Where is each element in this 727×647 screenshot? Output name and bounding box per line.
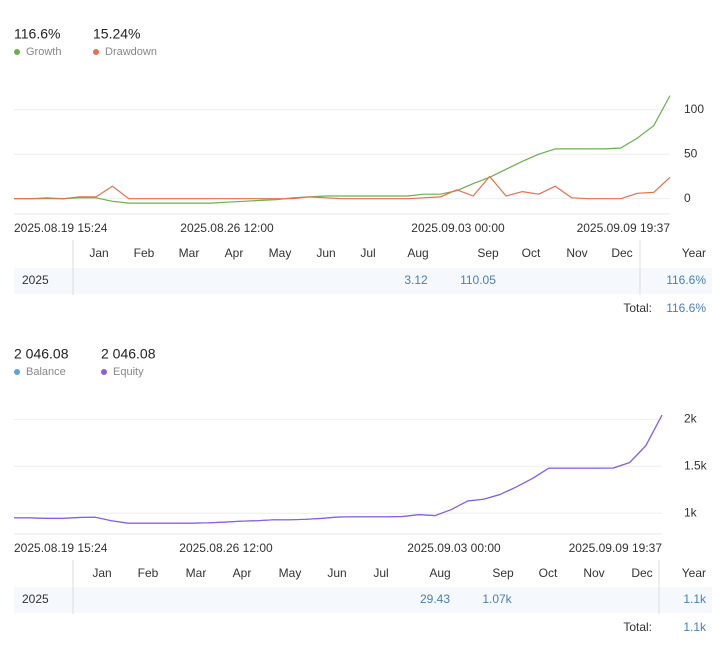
table-header: Mar (186, 566, 207, 580)
total-label: Total: (623, 620, 652, 634)
legend-label: Balance (26, 366, 66, 378)
x-tick-label: 2025.08.19 15:24 (14, 541, 108, 555)
series-line (14, 414, 663, 524)
table-header: Jun (316, 246, 335, 260)
table-header: Sep (477, 246, 499, 260)
table-value: 29.43 (420, 592, 450, 606)
table-year: 2025 (22, 592, 49, 606)
table-header: Nov (583, 566, 604, 580)
table-row-bg (14, 268, 712, 294)
table-year-total: 1.1k (683, 592, 707, 606)
table-header: Jul (373, 566, 388, 580)
table-value: 1.07k (482, 592, 512, 606)
legend-label: Drawdown (105, 46, 157, 58)
table-header: Jan (89, 246, 108, 260)
summary-value: 2 046.08 (101, 346, 156, 362)
summary-value: 15.24% (93, 26, 140, 42)
table-header: Dec (611, 246, 632, 260)
table-header: Jul (360, 246, 375, 260)
x-tick-label: 2025.09.09 19:37 (569, 541, 663, 555)
total-label: Total: (623, 301, 652, 315)
table-value: 3.12 (404, 273, 428, 287)
table-header: Aug (407, 246, 428, 260)
x-tick-label: 2025.08.26 12:00 (179, 541, 273, 555)
table-header: Feb (134, 246, 155, 260)
summary-value: 2 046.08 (14, 346, 69, 362)
table-year: 2025 (22, 273, 49, 287)
table-header: May (269, 246, 292, 260)
table-header: Year (682, 566, 706, 580)
series-line (14, 175, 671, 200)
legend-dot (101, 369, 107, 375)
x-tick-label: 2025.09.03 00:00 (411, 221, 505, 235)
table-header: Mar (179, 246, 200, 260)
table-header: Feb (138, 566, 159, 580)
table-header: Dec (631, 566, 652, 580)
legend-dot (14, 369, 20, 375)
legend-label: Growth (26, 46, 61, 58)
y-tick-label: 100 (684, 102, 704, 116)
table-value: 110.05 (460, 273, 496, 287)
table-header: Apr (233, 566, 252, 580)
x-tick-label: 2025.08.19 15:24 (14, 221, 108, 235)
table-header: Oct (522, 246, 541, 260)
table-row-bg (14, 587, 712, 613)
table-header: Oct (539, 566, 558, 580)
table-header: Year (682, 246, 706, 260)
x-tick-label: 2025.08.26 12:00 (180, 221, 274, 235)
table-header: Jun (327, 566, 346, 580)
total-value: 116.6% (666, 301, 706, 315)
y-tick-label: 0 (684, 191, 691, 205)
legend-dot (93, 49, 99, 55)
legend-dot (14, 49, 20, 55)
table-header: May (279, 566, 302, 580)
y-tick-label: 1.5k (684, 458, 708, 472)
y-tick-label: 2k (684, 412, 698, 426)
y-tick-label: 1k (684, 505, 698, 519)
summary-value: 116.6% (14, 26, 60, 42)
table-header: Apr (225, 246, 244, 260)
legend-label: Equity (113, 366, 144, 378)
y-tick-label: 50 (684, 146, 698, 160)
series-line (14, 95, 671, 204)
table-header: Nov (566, 246, 587, 260)
table-header: Sep (492, 566, 514, 580)
table-year-total: 116.6% (666, 273, 706, 287)
table-header: Aug (429, 566, 450, 580)
x-tick-label: 2025.09.03 00:00 (407, 541, 501, 555)
total-value: 1.1k (683, 620, 707, 634)
table-header: Jan (92, 566, 111, 580)
series-line (14, 414, 663, 524)
x-tick-label: 2025.09.09 19:37 (577, 221, 671, 235)
